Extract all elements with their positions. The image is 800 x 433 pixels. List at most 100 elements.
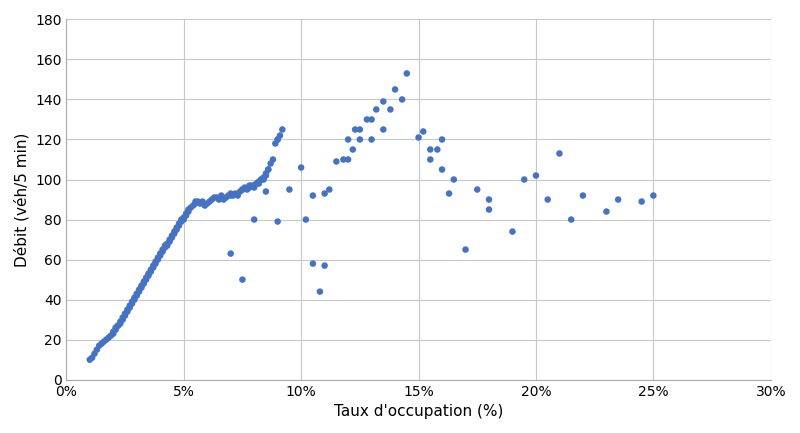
Point xyxy=(377,126,390,133)
Point xyxy=(210,194,223,201)
Point xyxy=(86,354,98,361)
Point xyxy=(196,198,209,205)
Point xyxy=(121,306,134,313)
Point xyxy=(151,256,164,263)
Point xyxy=(184,204,197,211)
Point xyxy=(530,172,542,179)
Point xyxy=(354,126,366,133)
Point xyxy=(283,186,296,193)
Point xyxy=(370,106,382,113)
Point xyxy=(600,208,613,215)
Point xyxy=(163,236,176,243)
Y-axis label: Débit (véh/5 min): Débit (véh/5 min) xyxy=(14,132,30,267)
Point xyxy=(116,316,129,323)
Point xyxy=(262,166,274,173)
Point xyxy=(135,284,148,291)
Point xyxy=(146,262,159,269)
Point xyxy=(114,320,126,327)
Point xyxy=(168,230,181,237)
Point xyxy=(130,292,143,299)
Point xyxy=(318,262,331,269)
Point xyxy=(365,116,378,123)
Point xyxy=(471,186,484,193)
Point xyxy=(354,136,366,143)
Point xyxy=(342,136,354,143)
Point xyxy=(189,200,202,207)
Point xyxy=(257,174,270,181)
Point xyxy=(180,210,193,217)
Point xyxy=(330,158,342,165)
Point xyxy=(126,300,138,307)
Point xyxy=(213,196,226,203)
Point xyxy=(224,250,237,257)
Point xyxy=(377,98,390,105)
Point xyxy=(166,234,178,241)
Point xyxy=(123,302,136,309)
Point xyxy=(241,186,254,193)
Point xyxy=(178,216,190,223)
Point xyxy=(145,268,158,275)
Point xyxy=(518,176,530,183)
Point xyxy=(133,288,146,295)
Point xyxy=(135,282,148,289)
Point xyxy=(647,192,660,199)
Point xyxy=(250,180,263,187)
Point xyxy=(215,192,228,199)
Point xyxy=(118,310,131,317)
Point xyxy=(436,166,449,173)
Point xyxy=(191,198,204,205)
Point xyxy=(276,126,289,133)
Point xyxy=(226,192,239,199)
Point xyxy=(401,70,414,77)
Point xyxy=(175,218,188,225)
Point xyxy=(342,156,354,163)
Point xyxy=(218,196,230,203)
Point xyxy=(158,242,171,249)
Point xyxy=(306,260,319,267)
Point xyxy=(236,186,249,193)
Point xyxy=(182,206,195,213)
Point xyxy=(180,212,193,219)
Point xyxy=(201,200,214,207)
Point xyxy=(553,150,566,157)
Point xyxy=(255,176,268,183)
Point xyxy=(274,132,286,139)
Point xyxy=(186,202,199,209)
Point xyxy=(110,326,122,333)
Point xyxy=(314,288,326,295)
Point xyxy=(612,196,625,203)
Point xyxy=(248,216,261,223)
Point xyxy=(565,216,578,223)
Point xyxy=(236,276,249,283)
Point xyxy=(123,304,136,311)
Point xyxy=(246,182,258,189)
Point xyxy=(178,214,190,221)
Point xyxy=(151,254,164,261)
Point xyxy=(114,318,126,325)
Point xyxy=(234,188,246,195)
Point xyxy=(111,322,124,329)
Point xyxy=(149,260,162,267)
Point xyxy=(149,258,162,265)
Point xyxy=(253,180,266,187)
Point xyxy=(161,240,174,247)
Point xyxy=(95,340,108,347)
Point xyxy=(259,172,272,179)
Point xyxy=(365,136,378,143)
Point xyxy=(182,208,195,215)
Point xyxy=(198,202,211,209)
X-axis label: Taux d'occupation (%): Taux d'occupation (%) xyxy=(334,404,503,419)
Point xyxy=(271,136,284,143)
Point xyxy=(361,116,374,123)
Point xyxy=(447,176,460,183)
Point xyxy=(173,222,186,229)
Point xyxy=(259,188,272,195)
Point xyxy=(175,216,188,223)
Point xyxy=(128,296,141,303)
Point xyxy=(208,194,221,201)
Point xyxy=(206,196,218,203)
Point xyxy=(107,328,120,335)
Point xyxy=(105,332,118,339)
Point xyxy=(173,220,186,227)
Point xyxy=(271,136,284,143)
